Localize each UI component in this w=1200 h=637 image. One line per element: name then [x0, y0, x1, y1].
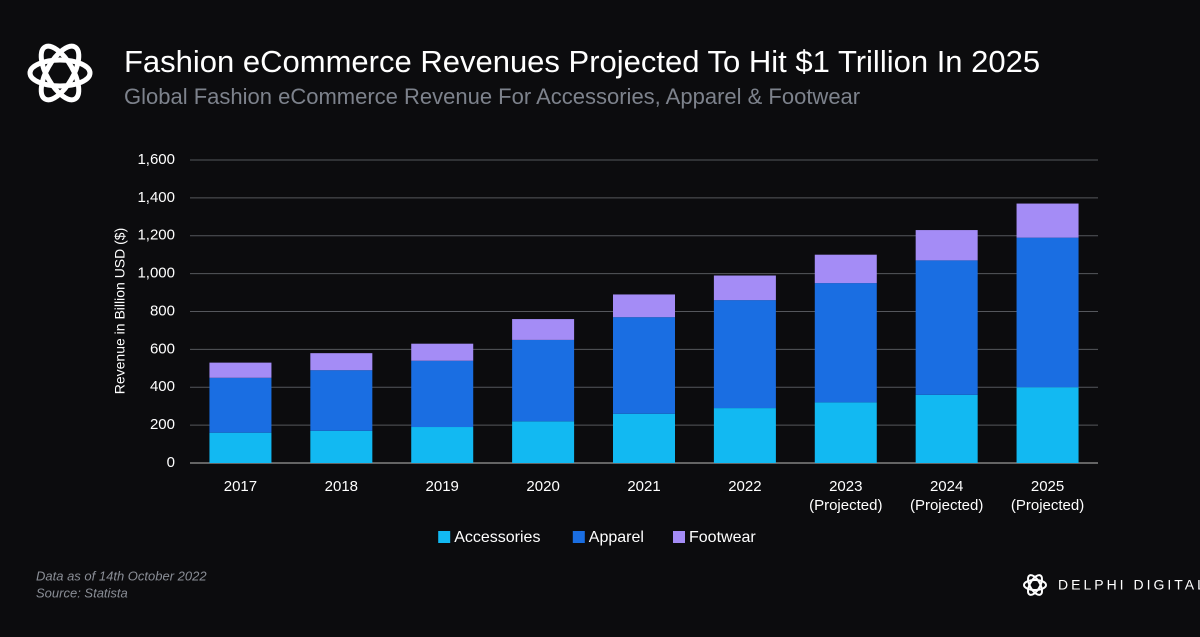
x-tick-label: 2020 — [526, 478, 560, 495]
bar-segment — [915, 230, 978, 261]
footnote: Data as of 14th October 2022 — [36, 568, 207, 583]
y-tick-label: 1,400 — [137, 189, 175, 206]
chart-title: Fashion eCommerce Revenues Projected To … — [124, 44, 1040, 79]
bar-segment — [512, 421, 575, 463]
x-tick-label: 2019 — [425, 478, 459, 495]
legend-label: Footwear — [689, 529, 756, 546]
x-tick-label: 2022 — [728, 478, 762, 495]
bar-segment — [209, 432, 272, 463]
y-tick-label: 400 — [150, 378, 175, 395]
bar-segment — [310, 430, 373, 463]
bar-segment — [411, 343, 474, 361]
x-tick-label: 2021 — [627, 478, 661, 495]
bar-segment — [713, 300, 776, 409]
legend-swatch — [572, 531, 585, 543]
x-tick-label: 2024 (Projected) — [909, 478, 984, 514]
logo — [27, 43, 93, 103]
brand-logo — [1023, 574, 1047, 596]
y-axis-label: Revenue in Billion USD ($) — [112, 228, 128, 395]
y-tick-label: 0 — [167, 454, 175, 471]
y-tick-label: 1,000 — [137, 265, 175, 282]
x-tick-label: 2018 — [324, 478, 359, 495]
bar-segment — [310, 353, 373, 371]
legend-label: Accessories — [454, 529, 540, 546]
bar-segment — [1016, 237, 1079, 388]
bar-segment — [1016, 203, 1079, 238]
bar-segment — [209, 377, 272, 433]
bar-segment — [411, 427, 474, 463]
x-tick-label: 2025 (Projected) — [1010, 478, 1085, 514]
bar-segment — [814, 283, 877, 403]
bar-segment — [411, 360, 474, 428]
bar-segment — [713, 408, 776, 463]
x-tick-label: 2017 — [223, 478, 258, 495]
y-tick-label: 1,200 — [137, 227, 175, 244]
legend-label: Apparel — [589, 529, 644, 546]
bar-segment — [613, 294, 675, 318]
legend-swatch — [438, 531, 451, 543]
brand: DELPHI DIGITAL — [1058, 577, 1200, 593]
bar-segment — [512, 339, 575, 422]
chart-subtitle: Global Fashion eCommerce Revenue For Acc… — [124, 84, 860, 109]
bar-segment — [1016, 387, 1079, 463]
bar-segment — [310, 370, 373, 431]
bar-segment — [613, 413, 675, 463]
legend-swatch — [673, 531, 685, 543]
y-tick-label: 800 — [150, 302, 175, 319]
bar-segment — [915, 394, 978, 463]
bar-segment — [713, 275, 776, 301]
bar-segment — [613, 317, 675, 414]
bar-segment — [814, 254, 877, 284]
y-tick-label: 600 — [150, 340, 175, 357]
x-tick-label: 2023 (Projected) — [809, 478, 883, 514]
footnote: Source: Statista — [36, 585, 128, 600]
y-tick-label: 200 — [150, 416, 175, 433]
bar-segment — [512, 319, 575, 340]
bar-segment — [814, 402, 877, 463]
y-tick-label: 1,600 — [137, 151, 175, 168]
bar-segment — [209, 362, 272, 378]
bar-segment — [915, 260, 978, 395]
